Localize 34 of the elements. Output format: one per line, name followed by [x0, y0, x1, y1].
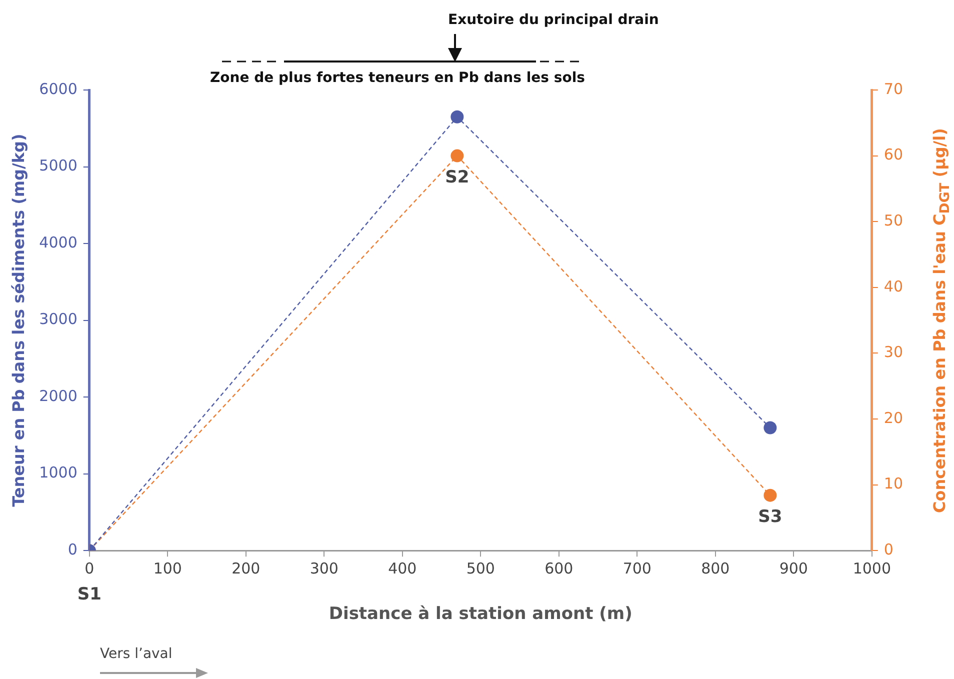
- y-tick-label: 3000: [39, 310, 78, 328]
- x-tick-label: 1000: [852, 559, 892, 578]
- x-tick-label: 500: [466, 559, 495, 578]
- y2-tick-label: 50: [884, 211, 904, 230]
- y2-tick-label: 20: [884, 408, 904, 427]
- x-tick-label: 100: [153, 559, 182, 578]
- y2-tick-label: 60: [884, 146, 904, 164]
- y2-tick-label: 40: [884, 277, 904, 296]
- y-tick-label: 4000: [39, 233, 78, 252]
- x-tick-label: 900: [779, 559, 808, 578]
- y2-tick-label: 0: [884, 540, 894, 558]
- annotation: S2: [445, 168, 470, 188]
- y-tick-label: 5000: [39, 156, 78, 175]
- x-tick-label: 200: [232, 559, 260, 578]
- annotation: S3: [758, 507, 782, 528]
- x-tick-label: 600: [544, 559, 574, 578]
- y-tick-label: 6000: [39, 80, 78, 98]
- text: Zone de plus fortes teneurs en Pb dans les sols: [210, 70, 585, 86]
- x-axis-title: Distance à la station amont (m): [328, 604, 632, 624]
- text: S1: [77, 584, 102, 605]
- x-tick-label: 400: [388, 559, 417, 578]
- x-tick-label: 300: [310, 559, 338, 578]
- x-tick-label: 0: [84, 559, 94, 578]
- y2-tick-label: 70: [884, 80, 904, 98]
- x-tick-label: 800: [701, 559, 730, 578]
- y-tick-label: 0: [68, 540, 78, 558]
- y-axis-title: Teneur en Pb dans les sédiments (mg/kg): [8, 134, 28, 507]
- y2-tick-label: 10: [884, 474, 904, 493]
- y-tick-label: 2000: [39, 386, 78, 405]
- text: Exutoire du principal drain: [448, 12, 659, 28]
- text: Vers l’aval: [100, 646, 172, 662]
- x-tick-label: 700: [622, 559, 652, 578]
- y-tick-label: 1000: [39, 464, 78, 482]
- y2-tick-label: 30: [884, 343, 904, 362]
